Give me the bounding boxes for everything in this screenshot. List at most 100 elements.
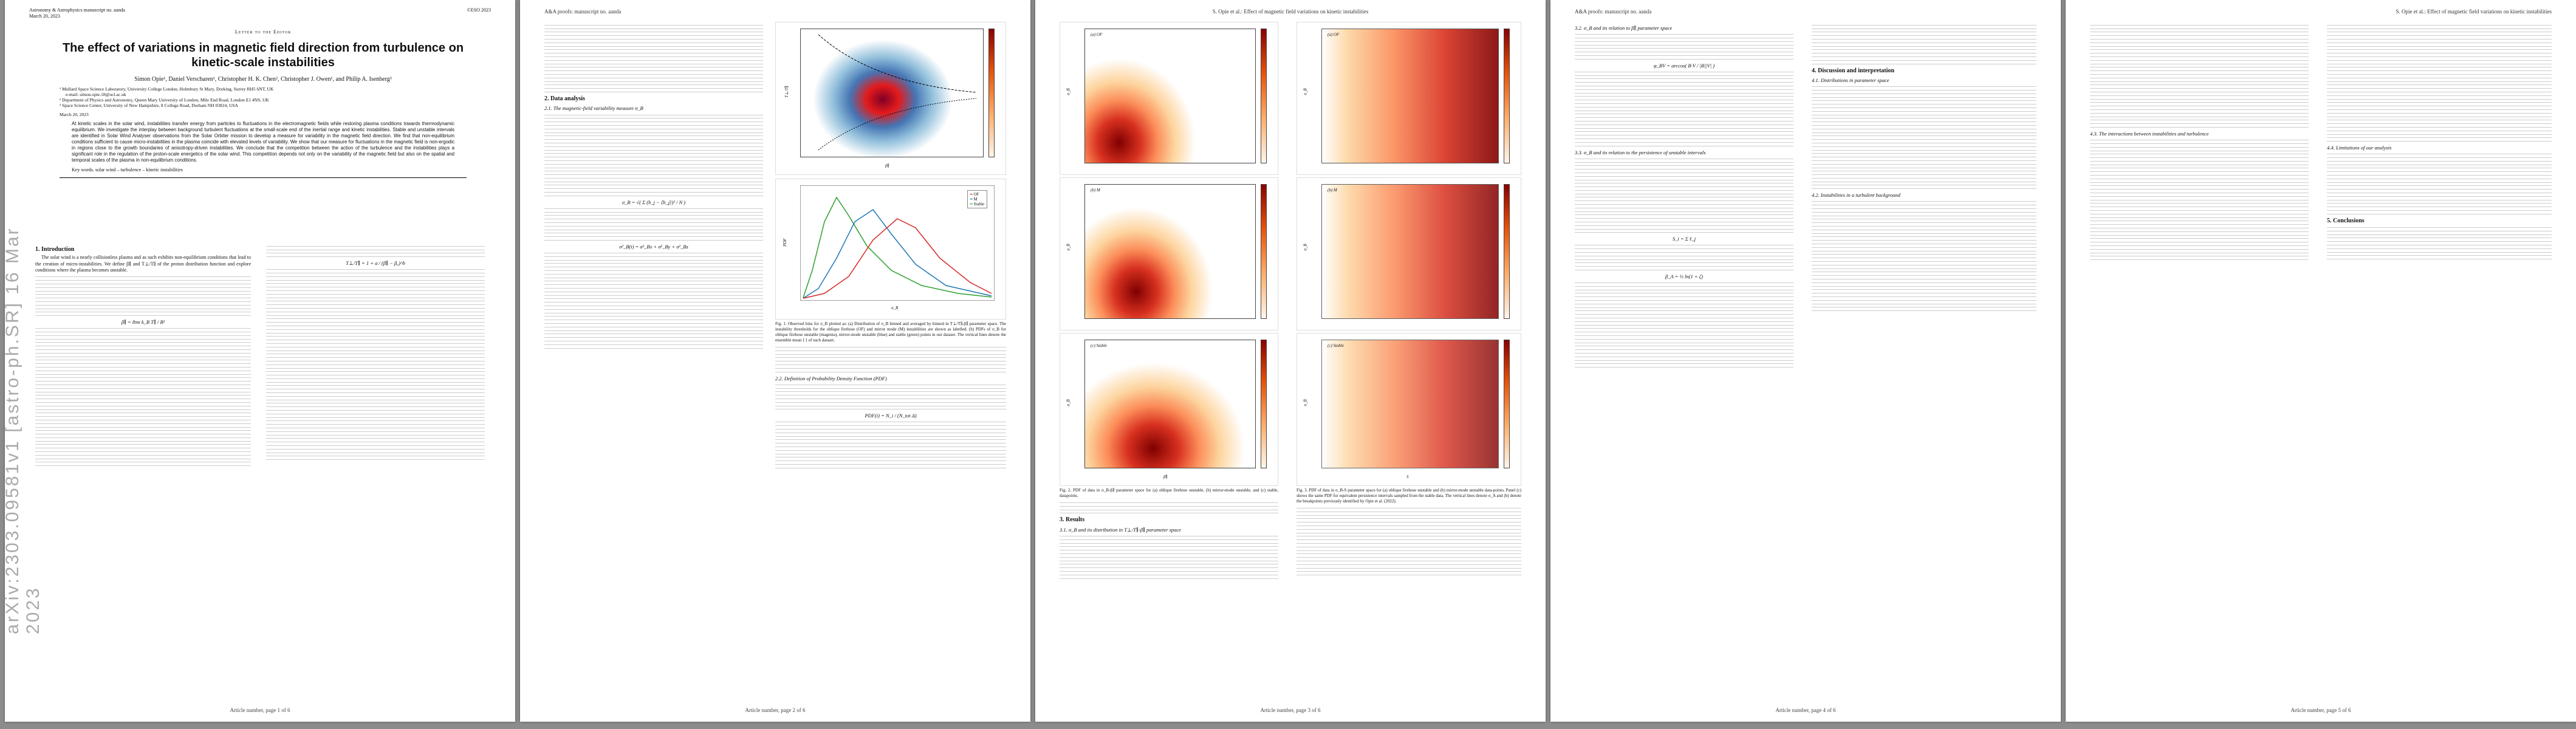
colorbar [1261, 184, 1267, 319]
paragraph: The solar wind is a nearly collisionless… [35, 255, 251, 273]
colorbar [1261, 340, 1267, 468]
figure-3b: (b) M σ_B [1297, 177, 1521, 330]
pdf-plot [800, 185, 995, 301]
page-footer: Article number, page 5 of 6 [2290, 707, 2351, 713]
figure-2-caption: Fig. 2. PDF of data in σ_B-β∥ parameter … [1060, 488, 1278, 498]
axis-label-y: σ_B [1303, 244, 1308, 251]
page-footer: Article number, page 2 of 6 [745, 707, 806, 713]
section-heading: 3. Results [1060, 516, 1085, 524]
mirror-series-line [803, 208, 992, 299]
panel-label: (b) M [1091, 188, 1100, 193]
axis-label-x: σ_B [891, 306, 899, 310]
panel-label: (c) Stable [1091, 343, 1108, 348]
subsection-heading: 2.2. Definition of Probability Density F… [775, 375, 887, 382]
colorbar [1504, 29, 1510, 163]
column-left: 2. Data analysis 2.1. The magnetic-field… [544, 22, 763, 696]
panel-label: (a) OF [1091, 32, 1103, 37]
paper-title: The effect of variations in magnetic fie… [62, 41, 464, 69]
axis-label-y: σ_B [1066, 399, 1071, 406]
column-right: 4.4. Limitations of our analysis 5. Conc… [2327, 22, 2552, 696]
legend: ━ OF ━ M ━ Stable [967, 190, 987, 208]
equation-8: β_A = ½ ln(1 + ζ) [1665, 273, 1703, 279]
section-heading: 1. Introduction [35, 246, 75, 253]
section-heading: 2. Data analysis [544, 95, 585, 102]
heatmap-m [1321, 184, 1499, 319]
equation-7: S_i = Σ ℓ_j [1672, 236, 1696, 242]
subsection-heading: 4.1. Distributions in parameter space [1812, 77, 1889, 83]
page-footer: Article number, page 1 of 6 [230, 707, 290, 713]
axis-label-x: β∥ [885, 163, 889, 168]
letter-label: Letter to the Editor [235, 29, 292, 35]
running-header: S. Opie et al.: Effect of magnetic field… [1212, 9, 1369, 15]
keywords: Key words. solar wind – turbulence – kin… [72, 167, 183, 173]
axis-label-y: PDF [782, 238, 787, 247]
colorbar [1261, 29, 1267, 163]
firehose-series-line [803, 218, 992, 299]
stable-series-line [803, 196, 992, 298]
axis-label-y: σ_B [1066, 88, 1071, 95]
affiliation: ³ Space Science Center, University of Ne… [60, 103, 238, 108]
axis-label-y: σ_B [1303, 88, 1308, 95]
affiliation: e-mail: simon.opie.18@ucl.ac.uk [66, 92, 126, 97]
running-header: A&A proofs: manuscript no. aanda [1575, 9, 1652, 15]
section-heading: 5. Conclusions [2327, 217, 2365, 224]
page-1: arXiv:2303.09581v1 [astro-ph.SR] 16 Mar … [5, 0, 515, 722]
column-right-text [1297, 508, 1521, 576]
affiliation: ² Department of Physics and Astronomy, Q… [60, 97, 269, 103]
colorbar [1504, 340, 1510, 468]
legend-item: ━ M [970, 197, 978, 202]
column-right: T⊥/T∥ = 1 + a / (β∥ − β₀)^b [266, 243, 485, 693]
heatmap-of [1084, 29, 1256, 163]
mirror-threshold-line [818, 34, 977, 93]
axis-label-x: S [1406, 474, 1409, 479]
axis-label-y: σ_B [1066, 244, 1071, 251]
heatmap-m [1084, 184, 1256, 319]
subsection-heading: 2.1. The magnetic-field variability meas… [544, 105, 643, 112]
figure-2a: (a) OF σ_B [1060, 22, 1278, 175]
column-left-text: 3. Results 3.1. σ_B and its distribution… [1060, 502, 1278, 579]
axis-label-y: T⊥/T∥ [784, 86, 789, 98]
figure-3a: (a) OF σ_B [1297, 22, 1521, 175]
page-footer: Article number, page 3 of 6 [1260, 707, 1321, 713]
journal-date: March 20, 2023 [29, 13, 60, 19]
subsection-heading: 4.2. Instabilities in a turbulent backgr… [1812, 192, 1900, 199]
firehose-threshold-line [818, 98, 977, 151]
panel-label: (c) Stable [1327, 343, 1345, 348]
page-4: A&A proofs: manuscript no. aanda 3.2. σ_… [1550, 0, 2061, 722]
subsection-heading: 4.4. Limitations of our analysis [2327, 145, 2392, 151]
subsection-heading: 3.1. σ_B and its distribution in T⊥/T∥-β… [1060, 526, 1181, 533]
panel-label: (a) OF [1327, 32, 1340, 37]
column-left: 4.3. The interactions between instabilit… [2090, 22, 2309, 696]
figure-1b: ━ OF ━ M ━ Stable σ_B PDF [775, 179, 1006, 320]
figure-1-caption: Fig. 1. Observed bins for σ_B plotted as… [775, 321, 1006, 343]
page-2: A&A proofs: manuscript no. aanda 2. Data… [520, 0, 1030, 722]
subsection-heading: 3.2. σ_B and its relation to β∥ paramete… [1575, 25, 1673, 31]
subsection-heading: 3.3. σ_B and its relation to the persist… [1575, 149, 1706, 156]
figure-3: (a) OF σ_B (b) M σ_B (c) Stable S σ_B Fi… [1297, 22, 1521, 578]
heatmap-stable [1321, 340, 1499, 468]
equation-4: σ²_B(t) = σ²_Bx + σ²_By + σ²_Bz [619, 243, 688, 250]
page-3: S. Opie et al.: Effect of magnetic field… [1035, 0, 1546, 722]
colorbar [1504, 184, 1510, 319]
equation-2: T⊥/T∥ = 1 + a / (β∥ − β₀)^b [346, 259, 405, 266]
column-right-text: 2.2. Definition of Probability Density F… [775, 347, 1006, 468]
affiliations: ¹ Mullard Space Science Laboratory, Univ… [35, 86, 491, 108]
equation-1: β∥ = 8πn k_B T∥ / B² [121, 318, 165, 325]
colorbar [988, 29, 995, 157]
copyright: ©ESO 2023 [467, 7, 491, 13]
legend-item: ━ Stable [970, 202, 984, 207]
figure-2: (a) OF σ_B (b) M σ_B (c) Stable β∥ σ_B F… [1060, 22, 1278, 581]
figure-2c: (c) Stable β∥ σ_B [1060, 333, 1278, 486]
figure-1a: β∥ T⊥/T∥ [775, 22, 1006, 175]
figure-1: β∥ T⊥/T∥ ━ OF ━ M ━ Stable σ_B PDF Fig. … [775, 22, 1006, 471]
page-footer: Article number, page 4 of 6 [1775, 707, 1836, 713]
heatmap-stable [1084, 340, 1256, 468]
legend-item: ━ OF [970, 192, 979, 197]
threshold-curves [818, 34, 977, 151]
axis-label-y: σ_B [1303, 399, 1308, 406]
page-5: S. Opie et al.: Effect of magnetic field… [2066, 0, 2576, 722]
equation-5: PDF(i) = N_i / (N_tot Δ) [865, 412, 917, 419]
running-header: S. Opie et al.: Effect of magnetic field… [2396, 9, 2552, 15]
arxiv-stamp: arXiv:2303.09581v1 [astro-ph.SR] 16 Mar … [5, 227, 43, 634]
column-left: 3.2. σ_B and its relation to β∥ paramete… [1575, 22, 1793, 696]
